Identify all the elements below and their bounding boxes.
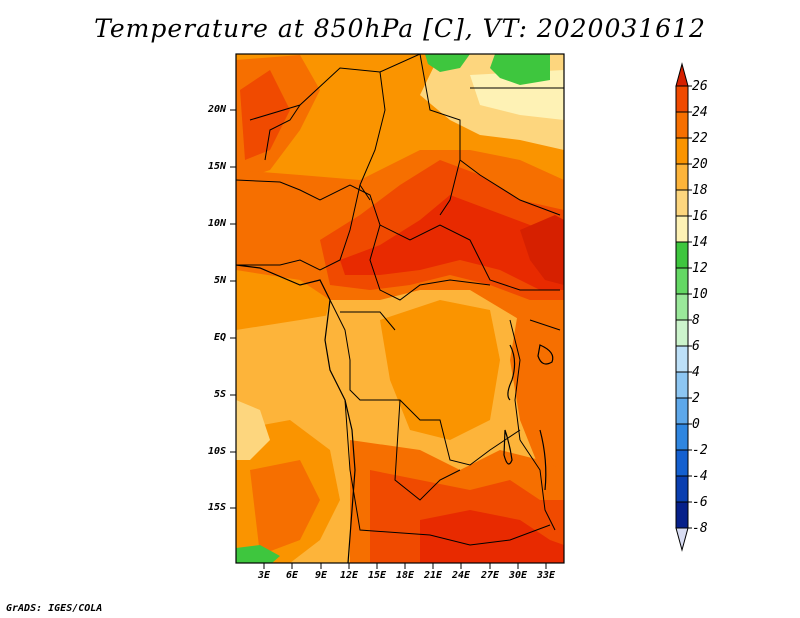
colorbar-segment <box>675 267 689 295</box>
coastlines <box>236 264 554 563</box>
colorbar-label: -4 <box>692 469 708 484</box>
colorbar-label: 18 <box>692 183 708 198</box>
field-east-lakes <box>510 300 564 470</box>
colorbar-segment <box>675 215 689 243</box>
colorbar-top-arrow <box>675 62 689 87</box>
plot-frame <box>235 53 565 564</box>
colorbar-segment <box>675 293 689 321</box>
colorbar-label: 10 <box>692 287 708 302</box>
colorbar-label: 12 <box>692 261 708 276</box>
lat-label-15s: 15S <box>207 502 226 513</box>
lon-ticks <box>263 563 547 569</box>
colorbar-label: -6 <box>692 495 708 510</box>
colorbar-label: 20 <box>692 157 708 172</box>
colorbar-segment <box>675 449 689 477</box>
temperature-field <box>236 54 564 563</box>
colorbar-label: 6 <box>692 339 700 354</box>
colorbar-label: 2 <box>692 391 700 406</box>
map-title: Temperature at 850hPa [C], VT: 202003161… <box>94 14 706 43</box>
colorbar-label: -2 <box>692 443 708 458</box>
colorbar-segment <box>675 137 689 165</box>
lon-label-30e: 30E <box>508 570 528 581</box>
lon-label-6e: 6E <box>285 570 299 581</box>
lat-label-5n: 5N <box>213 275 226 286</box>
colorbar-segment <box>675 189 689 217</box>
lon-label-3e: 3E <box>257 570 271 581</box>
colorbar-label: 22 <box>692 131 708 146</box>
field-south-hottest <box>420 510 564 563</box>
colorbar-label: 26 <box>692 79 708 94</box>
lon-label-9e: 9E <box>314 570 328 581</box>
credit-text: GrADS: IGES/COLA <box>6 603 103 614</box>
colorbar-bottom-arrow <box>675 527 689 552</box>
colorbar-segment <box>675 111 689 139</box>
colorbar-label: -8 <box>692 521 708 536</box>
lon-label-12e: 12E <box>339 570 359 581</box>
colorbar-segment <box>675 163 689 191</box>
lon-label-27e: 27E <box>480 570 500 581</box>
lon-label-18e: 18E <box>395 570 415 581</box>
colorbar <box>675 62 692 552</box>
lon-label-24e: 24E <box>451 570 471 581</box>
lat-label-5s: 5S <box>213 389 226 400</box>
colorbar-segment <box>675 501 689 529</box>
colorbar-label: 16 <box>692 209 708 224</box>
colorbar-segment <box>675 85 689 113</box>
colorbar-segment <box>675 397 689 425</box>
field-sahel-peak <box>520 215 564 285</box>
lat-label-eq: EQ <box>213 332 226 343</box>
colorbar-segment <box>675 371 689 399</box>
field-green-ne <box>490 54 550 85</box>
field-congo-center <box>380 300 500 440</box>
colorbar-label: 4 <box>692 365 700 380</box>
colorbar-segment <box>675 345 689 373</box>
field-green-nw <box>425 54 470 72</box>
colorbar-label: 24 <box>692 105 708 120</box>
lat-ticks <box>230 109 236 509</box>
lat-label-20n: 20N <box>207 104 226 115</box>
colorbar-label: 8 <box>692 313 700 328</box>
colorbar-segment <box>675 423 689 451</box>
colorbar-segment <box>675 475 689 503</box>
colorbar-label: 0 <box>692 417 700 432</box>
colorbar-label: 14 <box>692 235 708 250</box>
field-sw-ocean-cool <box>236 400 270 460</box>
lon-label-21e: 21E <box>423 570 443 581</box>
field-sahel-hottest <box>340 195 564 290</box>
lat-label-10n: 10N <box>207 218 226 229</box>
lon-label-15e: 15E <box>367 570 387 581</box>
field-ne-cooler <box>470 70 564 120</box>
lat-label-15n: 15N <box>207 161 226 172</box>
country-borders <box>236 54 564 546</box>
lon-label-33e: 33E <box>536 570 556 581</box>
colorbar-segment <box>675 241 689 269</box>
lat-label-10s: 10S <box>207 446 226 457</box>
field-green-sw <box>236 545 280 563</box>
colorbar-segment <box>675 319 689 347</box>
field-sw-ocean-warm <box>250 460 320 555</box>
